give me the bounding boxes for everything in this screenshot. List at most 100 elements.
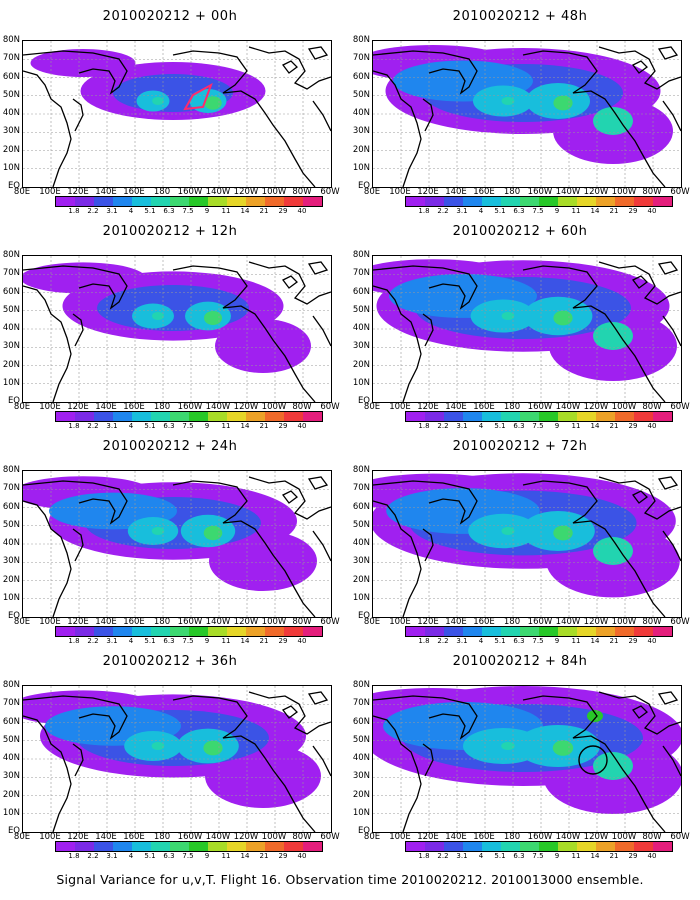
colorbar-swatch xyxy=(406,412,425,421)
colorbar-label: 21 xyxy=(609,207,619,215)
longitude-label: 140W xyxy=(555,402,581,412)
colorbar-label: 2.2 xyxy=(437,852,449,860)
panel-title: 2010020212 + 24h xyxy=(102,439,238,454)
latitude-label: 80N xyxy=(352,35,370,45)
longitude-label: 160E xyxy=(123,832,145,842)
longitude-label: 180 xyxy=(153,832,171,842)
latitude-label: 60N xyxy=(352,286,370,297)
coastline xyxy=(662,315,681,347)
colorbar-swatch xyxy=(577,627,596,636)
coastline xyxy=(307,46,329,60)
colorbar-swatch xyxy=(265,842,284,851)
variance-contour-fill xyxy=(205,744,321,808)
coastline xyxy=(172,265,316,402)
longitude-label: 100E xyxy=(389,617,411,627)
latitude-label: EQ xyxy=(7,181,20,191)
colorbar-swatch xyxy=(132,197,151,206)
colorbar-swatch xyxy=(208,197,227,206)
colorbar-swatch xyxy=(501,627,520,636)
latitude-label: 50N xyxy=(2,734,20,745)
colorbar-label: 29 xyxy=(278,637,288,645)
colorbar-swatch xyxy=(634,842,653,851)
latitude-label: 30N xyxy=(2,126,20,137)
colorbar-swatch xyxy=(303,627,322,636)
colorbar-swatch xyxy=(653,842,672,851)
longitude-label: 120W xyxy=(233,832,259,842)
latitude-label: 70N xyxy=(2,53,20,64)
colorbar-swatch xyxy=(615,412,634,421)
longitude-label: 120W xyxy=(233,402,259,412)
colorbar-swatch xyxy=(634,412,653,421)
longitude-label: 160W xyxy=(177,832,203,842)
colorbar-swatch xyxy=(482,627,501,636)
latitude-label: 60N xyxy=(2,716,20,727)
colorbar-swatch xyxy=(265,197,284,206)
colorbar-label: 11 xyxy=(221,207,231,215)
colorbar-swatch xyxy=(94,627,113,636)
colorbar-swatch xyxy=(444,627,463,636)
longitude-label: 60W xyxy=(670,617,690,627)
variance-contour-fill xyxy=(552,740,574,756)
colorbar-label: 3.1 xyxy=(456,852,468,860)
colorbar-label: 6.3 xyxy=(513,852,525,860)
colorbar-label: 5.1 xyxy=(494,637,506,645)
colorbar-swatch xyxy=(596,627,615,636)
colorbar-swatch xyxy=(463,412,482,421)
panel-title: 2010020212 + 48h xyxy=(452,9,588,24)
latitude-label: 50N xyxy=(352,519,370,530)
colorbar-label: 21 xyxy=(259,637,269,645)
latitude-label: 30N xyxy=(352,771,370,782)
colorbar-label: 14 xyxy=(240,207,250,215)
colorbar-label: 4 xyxy=(128,852,134,860)
variance-contour-fill xyxy=(553,95,573,111)
colorbar-label: 21 xyxy=(259,207,269,215)
coastline xyxy=(23,70,72,187)
colorbar-label: 40 xyxy=(297,207,307,215)
latitude-label: 50N xyxy=(352,304,370,315)
colorbar-swatch xyxy=(208,842,227,851)
longitude-label: 80W xyxy=(642,187,662,197)
colorbar-swatch xyxy=(444,412,463,421)
longitude-label: 120W xyxy=(583,187,609,197)
longitude-label: 140E xyxy=(445,187,467,197)
longitude-label: 120E xyxy=(67,402,89,412)
latitude-label: 10N xyxy=(2,377,20,388)
colorbar-swatch xyxy=(208,627,227,636)
latitude-label: 40N xyxy=(352,323,370,333)
longitude-label: 140W xyxy=(555,187,581,197)
map-area xyxy=(22,255,332,403)
longitude-label: 100W xyxy=(261,187,287,197)
coastline xyxy=(23,285,72,402)
colorbar-swatch xyxy=(170,412,189,421)
latitude-label: 60N xyxy=(352,71,370,82)
longitude-label: 160W xyxy=(527,402,553,412)
colorbar-swatch xyxy=(132,627,151,636)
coastline xyxy=(282,60,298,74)
latitude-label: 50N xyxy=(352,89,370,100)
coastline xyxy=(172,50,316,187)
variance-contour-fill xyxy=(152,97,164,105)
coastline xyxy=(657,691,679,705)
colorbar-label: 6.3 xyxy=(163,852,175,860)
colorbar-swatch xyxy=(577,412,596,421)
longitude-label: 140W xyxy=(555,832,581,842)
colorbar-label: 21 xyxy=(259,422,269,430)
longitude-label: 180 xyxy=(153,402,171,412)
longitude-label: 80W xyxy=(642,402,662,412)
latitude-label: 60N xyxy=(352,501,370,512)
colorbar-label: 1.8 xyxy=(68,422,80,430)
longitude-label: 80E xyxy=(13,617,31,627)
colorbar-label: 6.3 xyxy=(163,637,175,645)
colorbar-label: 29 xyxy=(628,207,638,215)
colorbar-swatch xyxy=(558,842,577,851)
colorbar-swatch xyxy=(482,197,501,206)
variance-contour-fill xyxy=(553,310,573,326)
longitude-label: 100E xyxy=(389,832,411,842)
colorbar-swatch xyxy=(75,627,94,636)
longitude-label: 140E xyxy=(95,617,117,627)
colorbar-swatch xyxy=(151,197,170,206)
colorbar-label: 5.1 xyxy=(494,422,506,430)
latitude-label: 10N xyxy=(352,162,370,173)
latitude-label: 50N xyxy=(2,519,20,530)
colorbar-swatch xyxy=(539,412,558,421)
